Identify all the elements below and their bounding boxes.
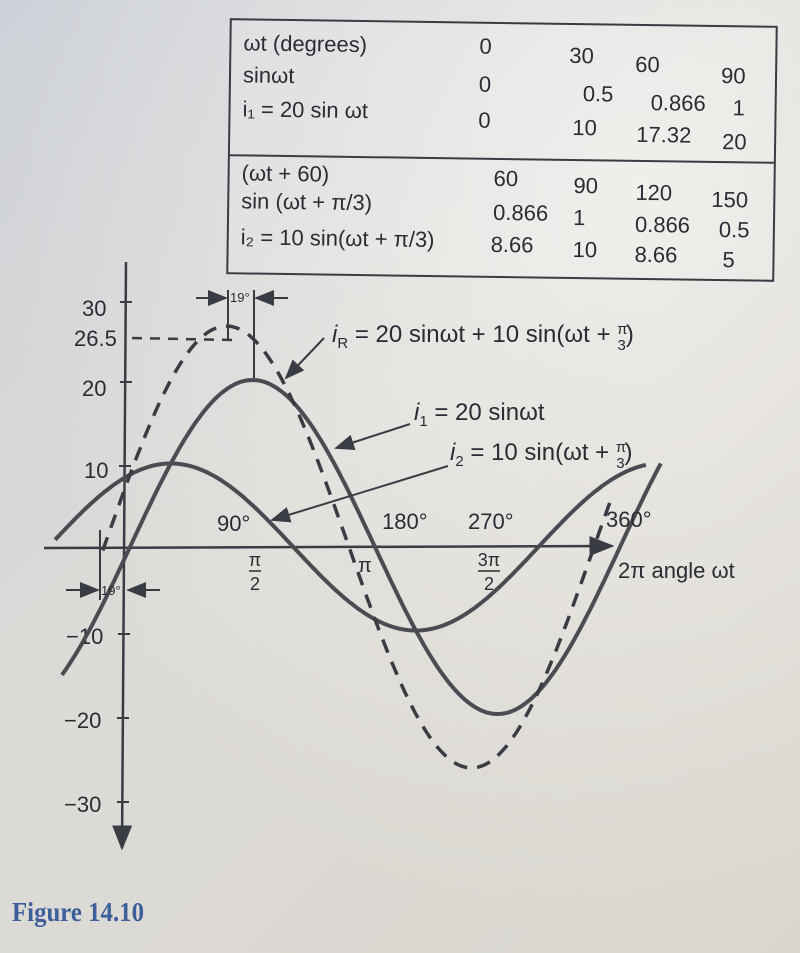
y-tick-label: 20 <box>82 376 106 401</box>
x-axis <box>43 536 615 557</box>
y-tick-label: −30 <box>64 792 101 817</box>
svg-text:3π: 3π <box>478 550 500 570</box>
annotation-leader-ir <box>284 337 325 380</box>
figure-caption: Figure 14.10 <box>12 897 145 927</box>
peak-guide-line <box>131 336 233 342</box>
x-angle-label: 90° <box>217 511 250 536</box>
x-angle-label: 270° <box>468 509 514 534</box>
y-tick-label: 26.5 <box>74 326 117 351</box>
x-angle-label: 180° <box>382 509 428 534</box>
y-axis <box>112 261 133 851</box>
phase-label: 19° <box>230 290 250 305</box>
x-radian-label-pi-half: π 2 <box>249 550 261 594</box>
annotation-leader-i2 <box>270 465 449 523</box>
phase-label: 19° <box>101 583 121 598</box>
phase-marker-bottom: 19° <box>66 530 160 600</box>
svg-text:2: 2 <box>250 574 260 594</box>
annotation-i2: i2 = 10 sin(ωt + π 3) <box>450 439 633 472</box>
annotation-i1: i1 = 20 sinωt <box>414 399 545 430</box>
y-tick-label: 30 <box>82 296 106 321</box>
x-angle-label: 360° <box>606 507 652 532</box>
svg-text:π: π <box>249 550 261 570</box>
series-i2-line <box>53 461 647 633</box>
series-i1-line <box>60 377 663 717</box>
annotation-ir: iR = 20 sinωt + 10 sin(ωt + π 3) <box>332 321 634 354</box>
y-ticks <box>117 301 132 803</box>
annotation-leader-i1 <box>334 423 411 451</box>
x-axis-label: 2π angle ωt <box>618 558 735 583</box>
svg-text:2: 2 <box>484 574 494 594</box>
phase-marker-top: 19° <box>196 290 288 378</box>
y-tick-label: −20 <box>64 708 101 733</box>
x-radian-label-pi: π <box>358 555 372 577</box>
y-tick-label: 10 <box>84 458 108 483</box>
x-radian-label-three-pi-half: 3π 2 <box>478 550 500 594</box>
series-ir-line <box>101 324 614 770</box>
